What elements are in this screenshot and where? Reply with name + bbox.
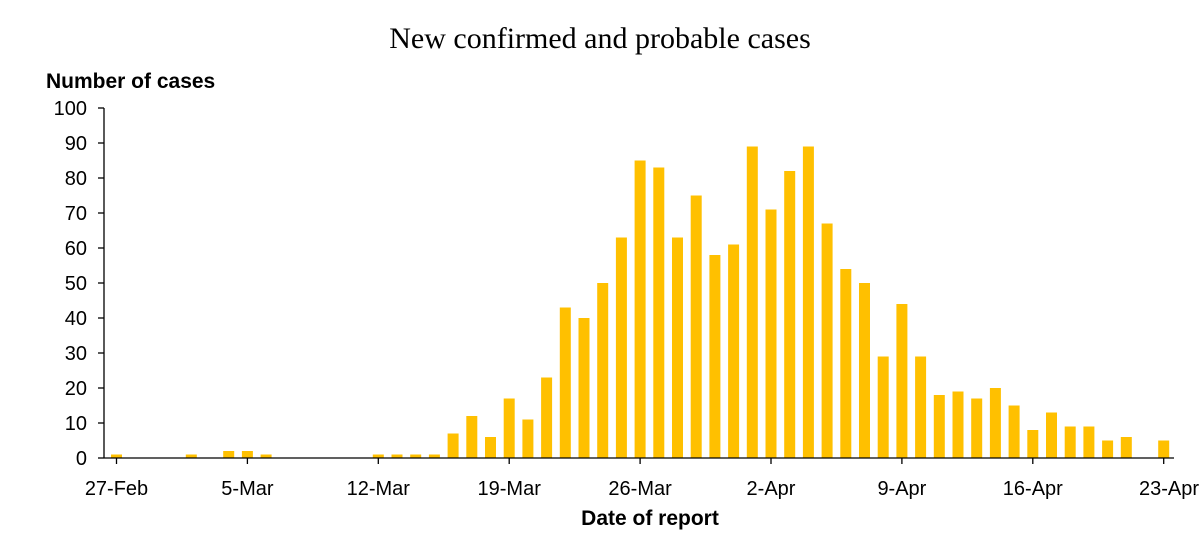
bar-21-Apr: [1120, 437, 1132, 458]
chart-title: New confirmed and probable cases: [389, 22, 811, 55]
bar-12-Apr: [952, 391, 964, 458]
bar-12-Mar: [372, 454, 384, 458]
bar-24-Mar: [597, 283, 609, 458]
y-tick-label: 50: [65, 273, 87, 295]
x-ticks-group: 27-Feb 5-Mar 12-Mar 19-Mar 26-Mar 2-Apr 9-Apr 1…: [85, 458, 1199, 500]
bar-20-Mar: [522, 419, 534, 458]
bar-11-Apr: [933, 395, 945, 458]
y-tick-label: 80: [65, 168, 87, 190]
bar-19-Mar: [503, 398, 515, 458]
x-tick-label: 23-Apr: [1139, 478, 1199, 500]
bar-27-Mar: [653, 167, 665, 458]
bar-14-Mar: [410, 454, 422, 458]
bar-15-Apr: [1008, 405, 1020, 458]
bar-30-Mar: [709, 255, 721, 458]
y-tick-label: 20: [65, 378, 87, 400]
y-tick-label: 90: [65, 133, 87, 155]
bar-3-Apr: [784, 171, 796, 458]
y-tick-label: 40: [65, 308, 87, 330]
bar-29-Mar: [690, 195, 702, 458]
y-tick-label: 10: [65, 413, 87, 435]
bar-4-Apr: [802, 146, 814, 458]
x-tick-label: 16-Apr: [1003, 478, 1063, 500]
bar-8-Apr: [877, 356, 889, 458]
bar-22-Mar: [559, 307, 571, 458]
bar-2-Mar: [185, 454, 197, 458]
x-tick-label: 5-Mar: [221, 478, 274, 500]
y-axis-label: Number of cases: [46, 70, 215, 93]
y-tick-label: 70: [65, 203, 87, 225]
bar-21-Mar: [541, 377, 553, 458]
bar-5-Mar: [241, 451, 253, 458]
bar-19-Apr: [1083, 426, 1095, 458]
bar-2-Apr: [765, 209, 777, 458]
y-tick-label: 0: [76, 448, 87, 470]
bar-31-Mar: [728, 244, 740, 458]
bar-28-Mar: [672, 237, 683, 458]
bar-15-Mar: [428, 454, 440, 458]
bar-26-Mar: [634, 160, 646, 458]
bar-4-Mar: [223, 451, 235, 458]
x-tick-label: 26-Mar: [608, 478, 672, 500]
bar-16-Apr: [1027, 430, 1039, 458]
bar-23-Mar: [578, 318, 590, 458]
bar-18-Apr: [1064, 426, 1076, 458]
x-tick-label: 19-Mar: [478, 478, 542, 500]
bar-13-Apr: [971, 398, 983, 458]
bar-10-Apr: [915, 356, 927, 458]
y-tick-label: 30: [65, 343, 87, 365]
bar-7-Apr: [859, 283, 870, 458]
y-ticks-group: 0 10 20 30 40 50 60 70 80 90 100: [54, 98, 104, 470]
bar-23-Apr: [1158, 440, 1170, 458]
bar-20-Apr: [1102, 440, 1114, 458]
x-tick-label: 27-Feb: [85, 478, 148, 500]
bar-6-Mar: [260, 454, 272, 458]
bar-6-Apr: [840, 269, 852, 458]
y-tick-label: 60: [65, 238, 87, 260]
x-tick-label: 9-Apr: [877, 478, 926, 500]
bar-17-Apr: [1046, 412, 1057, 458]
bars-group: [111, 146, 1170, 458]
x-tick-label: 12-Mar: [347, 478, 411, 500]
x-tick-label: 2-Apr: [747, 478, 796, 500]
x-axis-label: Date of report: [581, 507, 719, 530]
y-tick-label: 100: [54, 98, 87, 120]
bar-16-Mar: [447, 433, 459, 458]
bar-27-Feb: [111, 454, 122, 458]
bar-18-Mar: [485, 437, 496, 458]
bar-13-Mar: [391, 454, 403, 458]
bar-17-Mar: [466, 416, 478, 458]
bar-25-Mar: [615, 237, 627, 458]
bar-5-Apr: [821, 223, 833, 458]
bar-14-Apr: [989, 388, 1001, 458]
bar-1-Apr: [746, 146, 758, 458]
bar-9-Apr: [896, 304, 908, 458]
